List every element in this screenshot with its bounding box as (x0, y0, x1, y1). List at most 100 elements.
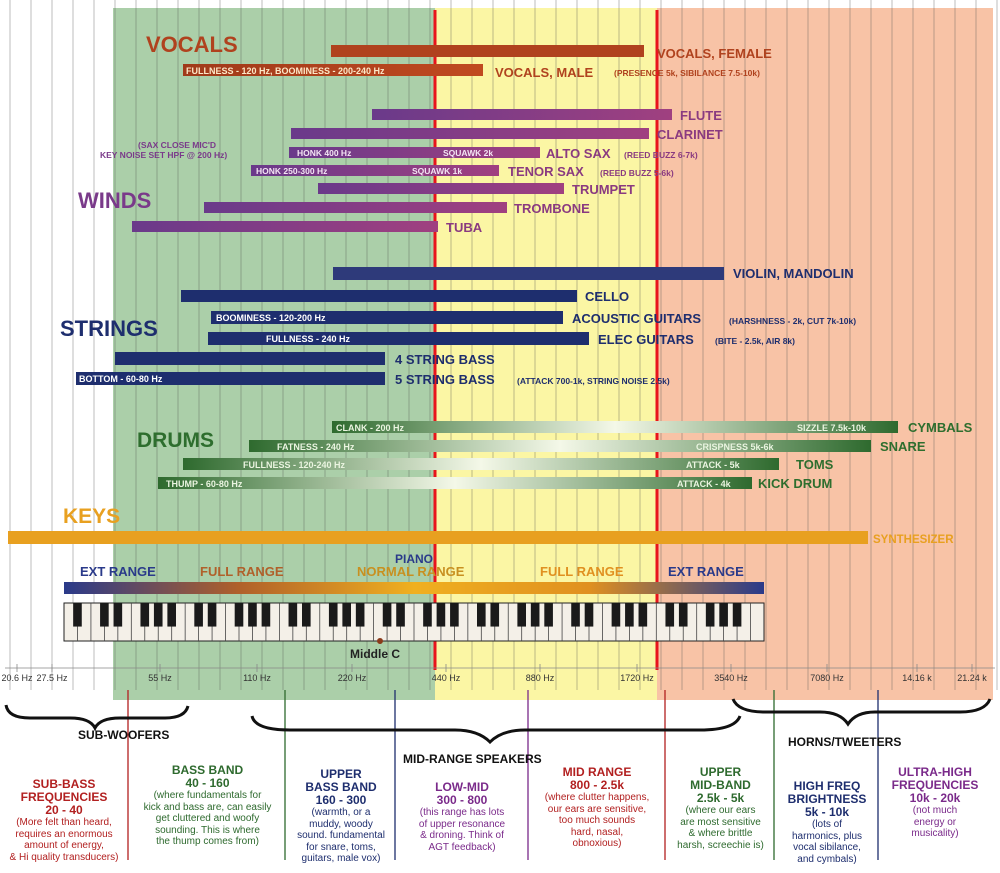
acoustic-bar-label: BOOMINESS - 120-200 Hz (216, 313, 326, 323)
black-key (665, 603, 675, 627)
sax-note-line2: KEY NOISE SET HPF @ 200 Hz) (100, 150, 227, 160)
black-key (490, 603, 500, 627)
bar-vocals-female (331, 45, 644, 57)
label-tenor-sax: TENOR SAX (508, 164, 584, 179)
band-body-line: our ears are sensitive, (547, 803, 647, 815)
band-title-line: ULTRA-HIGH (898, 765, 972, 779)
band-body-line: requires an enormous (15, 828, 113, 840)
band-title-line: 2.5k - 5k (696, 791, 745, 805)
black-key (113, 603, 123, 627)
piano-ext-right: EXT RANGE (668, 564, 744, 579)
label-cello: CELLO (585, 289, 629, 304)
band-title-line: BRIGHTNESS (787, 792, 867, 806)
axis-tick-label: 27.5 Hz (36, 673, 68, 683)
section-strings: STRINGS (60, 316, 158, 341)
band-title-line: BASS BAND (171, 763, 244, 777)
bar-vocals-male (183, 64, 483, 76)
brace-subwoofers (4, 704, 190, 732)
band-body-line: of upper resonance (418, 818, 506, 830)
band-body-line: get cluttered and woofy (155, 813, 260, 824)
band-body-line: (warmth, or a (311, 807, 371, 818)
axis-tick-label: 440 Hz (432, 673, 461, 683)
band-description: MID RANGE 800 - 2.5k (where clutter happen… (530, 766, 664, 850)
snare-low-label: FATNESS - 240 Hz (277, 442, 355, 452)
bar-flute (372, 109, 672, 120)
band-description: LOW-MID 300 - 800 (this range has lots of u… (397, 781, 527, 853)
label-vocals-male: VOCALS, MALE (495, 65, 594, 80)
bar-kick (158, 477, 752, 489)
label-cymbals: CYMBALS (908, 420, 973, 435)
black-key (396, 603, 405, 627)
black-key (584, 603, 594, 627)
band-body-line: kick and bass are, can easily (143, 801, 272, 813)
band-title-line: UPPER (699, 765, 742, 779)
bar-cello (181, 290, 577, 302)
bar-acoustic (211, 311, 563, 324)
piano-full-left: FULL RANGE (200, 564, 284, 579)
black-key (732, 603, 742, 627)
brace-midrange (250, 715, 742, 745)
black-key (234, 603, 244, 627)
label-bass4: 4 STRING BASS (395, 352, 495, 367)
band-body-line: & droning. Think of (420, 830, 504, 841)
bass5-bar-label: BOTTOM - 60-80 Hz (79, 374, 163, 384)
black-key (328, 603, 338, 627)
band-title-line: 10k - 20k (909, 791, 961, 805)
middle-c-label: Middle C (350, 647, 400, 661)
band-body-line: energy or (913, 816, 957, 828)
detail-vocals-male: (PRESENCE 5k, SIBILANCE 7.5-10k) (614, 68, 760, 78)
speaker-horns: HORNS/TWEETERS (788, 735, 902, 749)
label-trombone: TROMBONE (514, 201, 590, 216)
bar-violin (333, 267, 724, 280)
black-key (450, 603, 459, 627)
black-key (73, 603, 82, 627)
black-key (342, 603, 351, 627)
black-key (302, 603, 311, 627)
label-flute: FLUTE (680, 108, 722, 123)
band-body-line: too much sounds (558, 815, 636, 826)
detail-acoustic: (HARSHNESS - 2k, CUT 7k-10k) (729, 316, 856, 326)
bar-synthesizer (8, 531, 868, 544)
band-body-line: and cymbals) (797, 853, 857, 865)
band-body-line: obnoxious) (572, 838, 622, 849)
speaker-subwoofers: SUB-WOOFERS (78, 728, 170, 742)
band-title-line: 5k - 10k (804, 805, 850, 819)
axis-tick-label: 21.24 k (957, 673, 987, 683)
black-key (544, 603, 553, 627)
band-title-line: 160 - 300 (315, 793, 367, 807)
black-key (571, 603, 580, 627)
band-body-line: (where clutter happens, (544, 792, 650, 803)
band-title-line: FREQUENCIES (20, 790, 108, 804)
tenor-squawk-label: SQUAWK 1k (412, 166, 462, 176)
band-body-line: sounding. This is where (155, 824, 260, 836)
band-title-line: BASS BAND (305, 780, 377, 794)
alto-honk-label: HONK 400 Hz (297, 148, 351, 158)
bar-tuba (132, 221, 438, 232)
black-key (423, 603, 432, 627)
piano-ext-left: EXT RANGE (80, 564, 156, 579)
toms-high-label: ATTACK - 5k (686, 460, 741, 470)
black-key (705, 603, 715, 627)
label-violin: VIOLIN, MANDOLIN (733, 266, 854, 281)
black-key (382, 603, 392, 627)
bar-toms (183, 458, 779, 470)
label-alto-sax: ALTO SAX (546, 146, 611, 161)
black-key (140, 603, 150, 627)
black-key (530, 603, 540, 627)
section-winds: WINDS (78, 188, 151, 213)
piano-title: PIANO (395, 552, 433, 566)
kick-high-label: ATTACK - 4k (677, 479, 732, 489)
label-elec: ELEC GUITARS (598, 332, 694, 347)
axis-tick-label: 20.6 Hz (1, 673, 33, 683)
band-body-line: vocal sibilance, (793, 842, 861, 853)
toms-low-label: FULLNESS - 120-240 Hz (243, 460, 346, 470)
black-key (611, 603, 621, 627)
middle-c-marker (377, 638, 383, 644)
band-body-line: (where fundamentals for (153, 790, 262, 801)
black-key (477, 603, 486, 627)
frequency-axis: 20.6 Hz 27.5 Hz 55 Hz 110 Hz 220 Hz 440 Hz 880… (1, 664, 995, 683)
axis-tick-label: 7080 Hz (810, 673, 844, 683)
elec-bar-label: FULLNESS - 240 Hz (266, 334, 351, 344)
band-title-line: 20 - 40 (45, 803, 83, 817)
